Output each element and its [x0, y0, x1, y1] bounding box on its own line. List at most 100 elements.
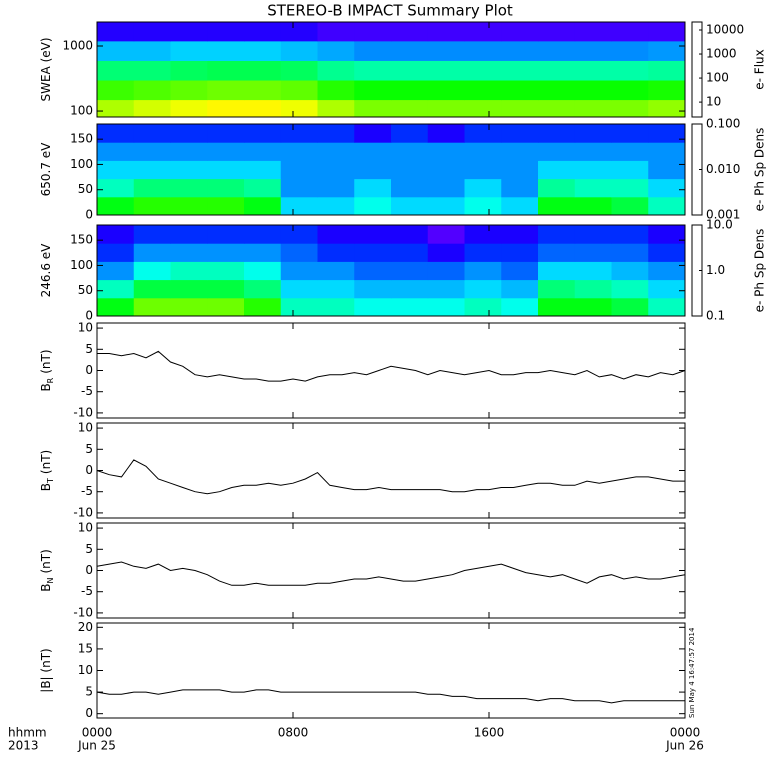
colorbar-tick-label: 0.1: [706, 309, 725, 323]
heatmap-cell: [97, 279, 135, 299]
y-axis-label: BR (nT): [39, 349, 55, 391]
heatmap-cell: [244, 279, 282, 299]
heatmap-cell: [280, 261, 318, 281]
y-tick-label: 1000: [62, 39, 93, 53]
y-tick-label: 100: [70, 157, 93, 171]
heatmap-cell: [317, 80, 355, 101]
heatmap-cell: [244, 142, 282, 161]
data-line: [96, 459, 685, 495]
heatmap-cell: [611, 261, 649, 281]
heatmap-cell: [574, 22, 612, 42]
heatmap-cell: [648, 160, 686, 180]
heatmap-cell: [133, 196, 171, 216]
heatmap-cell: [574, 160, 612, 180]
heatmap-cell: [464, 178, 502, 198]
heatmap-cell: [170, 178, 208, 198]
heatmap-cell: [354, 142, 392, 161]
heatmap-cell: [133, 297, 171, 317]
heatmap-cell: [97, 124, 135, 143]
y-tick-label: 50: [78, 182, 93, 196]
colorbar-tick-label: 0.100: [706, 117, 740, 131]
heatmap-cell: [501, 22, 539, 42]
colorbar-tick-label: 100: [706, 71, 729, 85]
heatmap-cell: [280, 297, 318, 317]
heatmap-cell: [207, 22, 245, 42]
year-label: 2013: [8, 739, 39, 753]
heatmap-cell: [97, 60, 135, 81]
heatmap-cell: [427, 243, 465, 262]
heatmap-cell: [538, 243, 576, 262]
heatmap-cell: [538, 225, 576, 244]
heatmap-cell: [97, 243, 135, 262]
heatmap-cell: [133, 99, 171, 118]
y-tick-label: -5: [81, 484, 93, 498]
heatmap-cell: [574, 99, 612, 118]
heatmap-cell: [354, 124, 392, 143]
heatmap-cell: [464, 80, 502, 101]
heatmap-cell: [354, 196, 392, 216]
panel-frame: [96, 21, 686, 118]
heatmap-cell: [501, 124, 539, 143]
heatmap-cell: [317, 40, 355, 61]
heatmap-cell: [244, 60, 282, 81]
heatmap-cell: [464, 22, 502, 42]
heatmap-cell: [170, 99, 208, 118]
heatmap-cell: [170, 261, 208, 281]
y-tick-label: 100: [70, 104, 93, 118]
colorbar-tick-label: 1000: [706, 47, 737, 61]
y-tick-label: 10: [78, 421, 93, 435]
y-tick-label: -10: [73, 505, 93, 519]
heatmap-cell: [317, 225, 355, 244]
heatmap-cell: [538, 22, 576, 42]
heatmap-cell: [97, 297, 135, 317]
heatmap-cell: [133, 178, 171, 198]
heatmap-cell: [501, 160, 539, 180]
heatmap-cell: [354, 99, 392, 118]
heatmap-cell: [391, 80, 429, 101]
heatmap-cell: [244, 80, 282, 101]
heatmap-cell: [611, 297, 649, 317]
y-axis-label: 650.7 eV: [39, 142, 53, 197]
heatmap-cell: [244, 243, 282, 262]
heatmap-cell: [648, 261, 686, 281]
heatmap-cell: [611, 60, 649, 81]
heatmap-cell: [97, 160, 135, 180]
heatmap-cell: [354, 80, 392, 101]
heatmap-cell: [97, 142, 135, 161]
heatmap-cell: [391, 142, 429, 161]
heatmap-cell: [133, 279, 171, 299]
heatmap-cell: [648, 99, 686, 118]
heatmap-cell: [354, 60, 392, 81]
heatmap-cell: [501, 243, 539, 262]
heatmap-cell: [648, 297, 686, 317]
heatmap-cell: [648, 142, 686, 161]
heatmap-cell: [574, 178, 612, 198]
heatmap-cell: [244, 225, 282, 244]
heatmap-cell: [391, 22, 429, 42]
heatmap-cell: [207, 160, 245, 180]
heatmap-cell: [427, 225, 465, 244]
panel-frame: [96, 123, 686, 216]
heatmap-cell: [427, 160, 465, 180]
heatmap-cell: [464, 297, 502, 317]
heatmap-cell: [391, 243, 429, 262]
heatmap-cell: [464, 60, 502, 81]
heatmap-cell: [170, 243, 208, 262]
heatmap-cell: [133, 124, 171, 143]
heatmap-cell: [244, 124, 282, 143]
panel-frame: [96, 224, 686, 317]
y-axis-label: BN (nT): [39, 549, 55, 592]
heatmap-cell: [464, 124, 502, 143]
heatmap-cell: [427, 124, 465, 143]
heatmap-cell: [427, 261, 465, 281]
heatmap-cell: [464, 225, 502, 244]
heatmap-cell: [133, 142, 171, 161]
heatmap-cell: [427, 60, 465, 81]
y-tick-label: 0: [85, 706, 93, 720]
heatmap-cell: [464, 40, 502, 61]
heatmap-cell: [648, 60, 686, 81]
heatmap-cell: [391, 40, 429, 61]
heatmap-cell: [574, 40, 612, 61]
heatmap-cell: [207, 178, 245, 198]
heatmap-cell: [133, 60, 171, 81]
